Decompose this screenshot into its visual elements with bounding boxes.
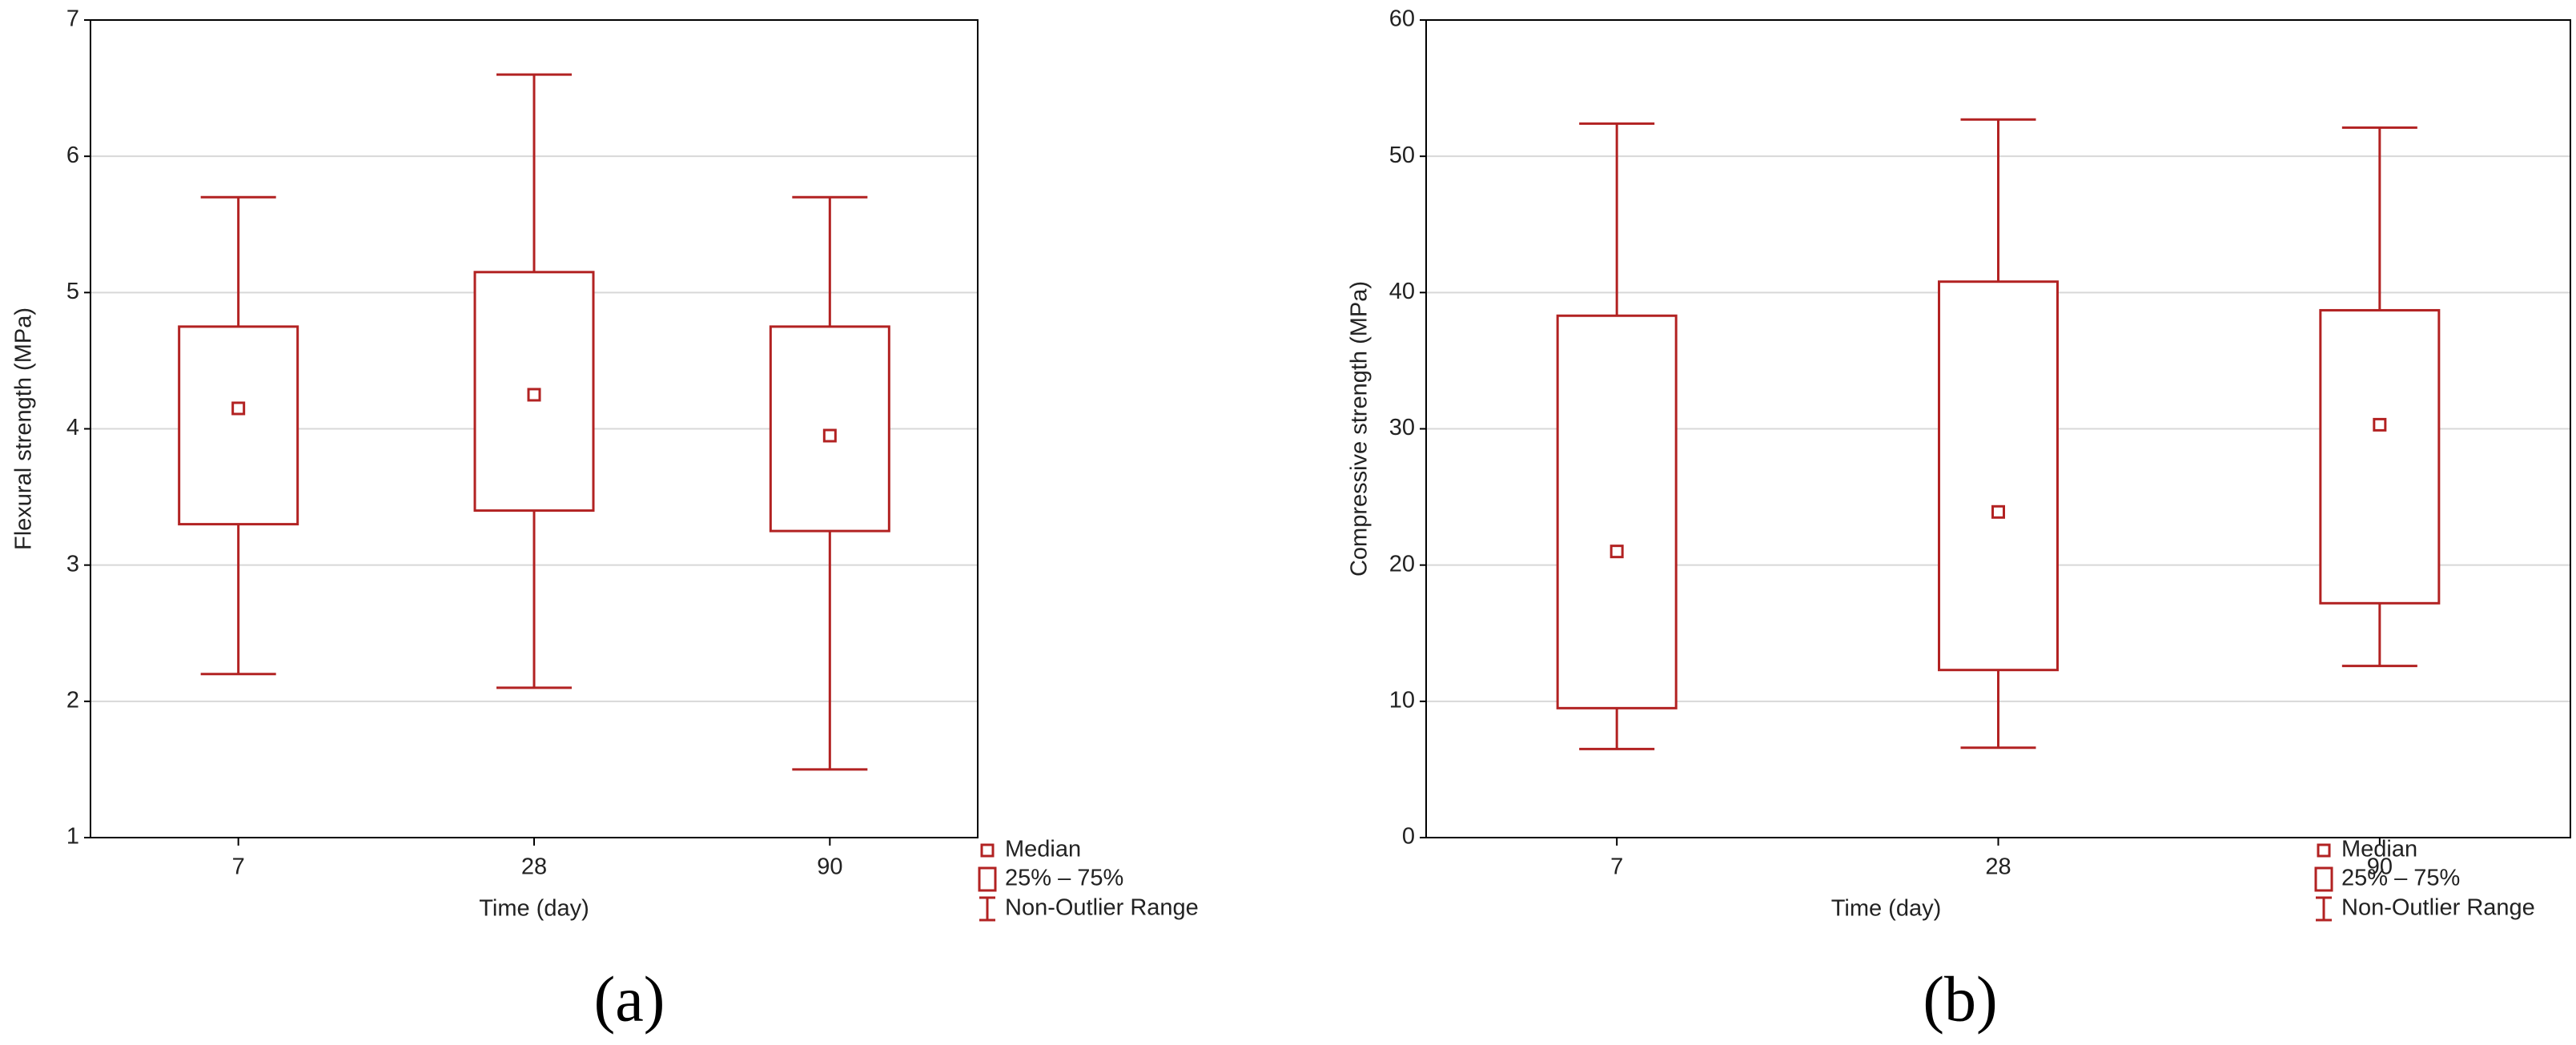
y-axis-label: Flexural strength (MPa) [11, 307, 37, 550]
legend-median-icon [980, 843, 995, 858]
y-tick-label: 10 [1389, 687, 1415, 713]
x-axis-label: Time (day) [1831, 896, 1942, 922]
legend-median-icon [2317, 843, 2331, 858]
y-tick-label: 2 [66, 687, 79, 713]
median [231, 401, 246, 416]
box [178, 325, 299, 526]
y-tick-label: 4 [66, 415, 79, 440]
y-tick-label: 40 [1389, 279, 1415, 304]
y-tick-label: 3 [66, 551, 79, 577]
y-tick-label: 0 [1402, 824, 1415, 850]
legend-label: Non-Outlier Range [2341, 895, 2535, 921]
x-tick-label: 28 [1985, 854, 2011, 880]
median [2373, 417, 2387, 432]
box [2319, 308, 2441, 605]
median [1609, 545, 1624, 559]
x-tick-label: 90 [2367, 854, 2393, 880]
y-tick-label: 1 [66, 824, 79, 850]
y-tick-label: 30 [1389, 415, 1415, 440]
x-tick-label: 7 [232, 854, 245, 880]
legend-box-icon [978, 866, 997, 892]
x-tick-label: 28 [521, 854, 547, 880]
y-tick-label: 5 [66, 279, 79, 304]
legend-label: Median [2341, 837, 2417, 862]
x-tick-label: 90 [817, 854, 842, 880]
panel-label: (b) [1923, 964, 1997, 1035]
y-tick-label: 20 [1389, 551, 1415, 577]
legend-label: 25% – 75% [1005, 866, 1123, 891]
median [1991, 504, 2005, 519]
y-axis-label: Compressive strength (MPa) [1347, 281, 1372, 577]
y-tick-label: 7 [66, 6, 79, 32]
y-tick-label: 60 [1389, 6, 1415, 32]
y-tick-label: 50 [1389, 143, 1415, 168]
legend-label: Non-Outlier Range [1005, 895, 1199, 921]
median [822, 428, 837, 443]
box [769, 325, 890, 533]
box [1938, 280, 2059, 672]
legend-label: Median [1005, 837, 1081, 862]
legend-label: 25% – 75% [2341, 866, 2460, 891]
panel-label: (a) [594, 964, 665, 1035]
median [527, 388, 541, 402]
legend-box-icon [2314, 866, 2333, 892]
y-tick-label: 6 [66, 143, 79, 168]
x-axis-label: Time (day) [479, 896, 589, 922]
box [1556, 314, 1678, 709]
x-tick-label: 7 [1610, 854, 1623, 880]
